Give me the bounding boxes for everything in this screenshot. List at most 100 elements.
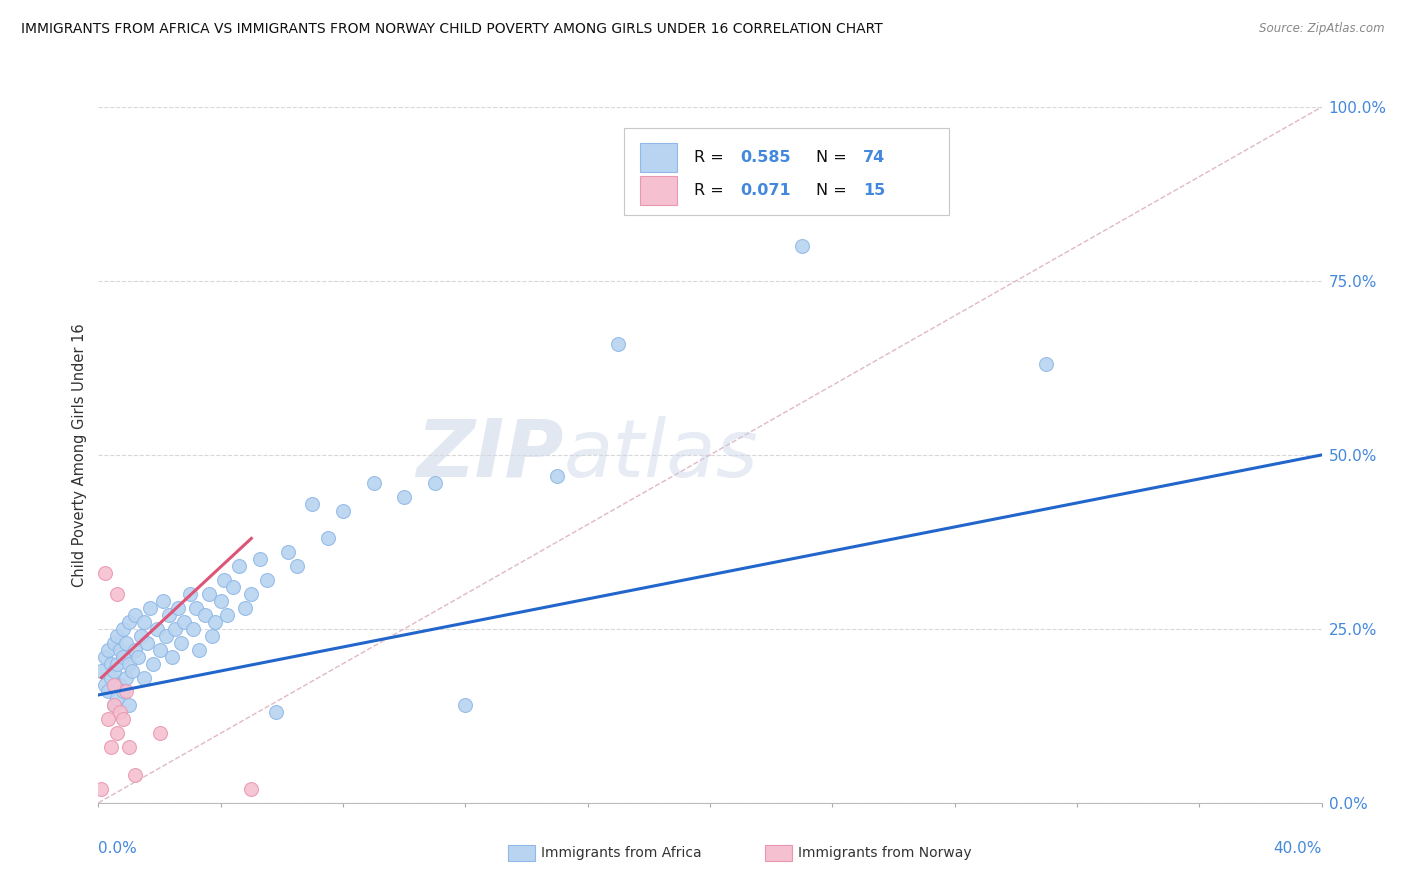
Point [103,677,125,691]
Point [179,587,201,601]
Point [118,615,141,629]
Point [212,573,235,587]
Point [546,468,568,483]
Point [105,657,128,671]
Point [215,607,238,622]
Point [363,475,385,490]
Point [256,573,278,587]
Point [149,642,172,657]
Point [115,671,138,685]
Text: 15: 15 [863,183,886,198]
Text: N =: N = [817,183,852,198]
Point [90,664,112,678]
Point [129,629,152,643]
Point [118,698,141,713]
Point [170,636,193,650]
Text: N =: N = [817,151,852,165]
Point [240,587,263,601]
Text: IMMIGRANTS FROM AFRICA VS IMMIGRANTS FROM NORWAY CHILD POVERTY AMONG GIRLS UNDER: IMMIGRANTS FROM AFRICA VS IMMIGRANTS FRO… [21,22,883,37]
Text: R =: R = [695,183,728,198]
Point [105,691,128,706]
Point [157,607,180,622]
Point [111,712,134,726]
Point [173,615,195,629]
Text: Immigrants from Norway: Immigrants from Norway [799,846,972,860]
Point [100,740,122,755]
Point [301,497,323,511]
Text: R =: R = [695,151,728,165]
Point [124,642,146,657]
Point [204,615,226,629]
Point [103,636,125,650]
Text: 0.585: 0.585 [741,151,792,165]
Point [103,698,125,713]
Bar [508,846,536,861]
Point [97,642,120,657]
Point [194,607,217,622]
Point [93,677,115,691]
Point [285,559,308,574]
Point [145,622,167,636]
Bar [640,144,678,172]
Point [392,490,416,504]
Point [97,684,120,698]
Point [160,649,183,664]
Point [111,684,134,698]
Point [1035,358,1057,372]
Point [134,615,156,629]
Bar [640,176,678,205]
Point [105,726,128,740]
Point [124,607,146,622]
Point [264,706,287,720]
Point [139,601,162,615]
Point [124,768,146,782]
Point [111,622,134,636]
Point [200,629,222,643]
Point [93,566,115,581]
Point [181,622,204,636]
Point [115,684,138,698]
Point [108,642,131,657]
Point [423,475,446,490]
Point [108,677,131,691]
Point [155,629,177,643]
Point [93,649,115,664]
Bar [765,846,792,861]
Point [105,629,128,643]
Text: 0.0%: 0.0% [98,841,138,856]
Text: 74: 74 [863,151,886,165]
Point [228,559,250,574]
Text: 0.071: 0.071 [741,183,792,198]
Point [163,622,186,636]
Text: Source: ZipAtlas.com: Source: ZipAtlas.com [1260,22,1385,36]
Point [790,239,813,253]
Point [167,601,190,615]
Point [142,657,165,671]
Point [118,740,141,755]
Point [121,664,143,678]
Point [105,587,128,601]
Point [188,642,211,657]
Point [316,532,339,546]
Point [277,545,299,559]
Point [127,649,149,664]
Point [136,636,159,650]
Text: atlas: atlas [564,416,758,494]
Point [134,671,156,685]
Point [90,781,112,796]
Point [103,664,125,678]
Point [118,657,141,671]
Point [149,726,172,740]
Point [115,636,138,650]
Point [332,503,354,517]
Point [103,698,125,713]
Point [222,580,245,594]
Y-axis label: Child Poverty Among Girls Under 16: Child Poverty Among Girls Under 16 [72,323,87,587]
Point [249,552,271,566]
Point [152,594,174,608]
Point [186,601,208,615]
FancyBboxPatch shape [624,128,949,215]
Point [100,657,122,671]
Point [607,336,630,351]
Point [108,706,131,720]
